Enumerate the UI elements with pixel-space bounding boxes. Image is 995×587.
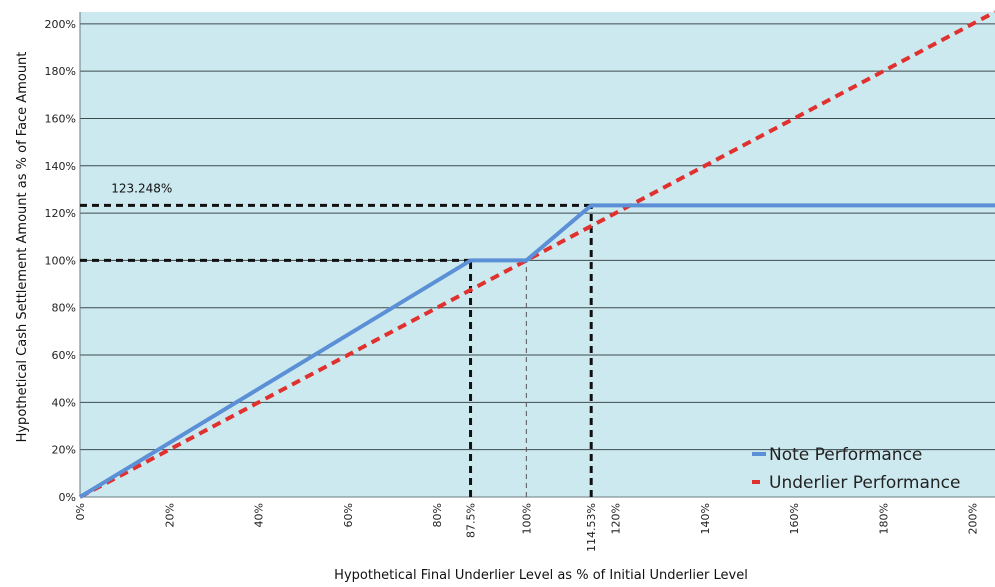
annotation-label: 123.248%: [111, 181, 172, 195]
series-lines: [78, 10, 995, 499]
y-tick-label: 140%: [45, 160, 76, 173]
series-line-note: [78, 203, 995, 499]
reference-lines: [80, 203, 593, 497]
annotations: 123.248%: [111, 181, 172, 195]
x-tick-label: 200%: [967, 503, 980, 534]
legend-label-note: Note Performance: [769, 445, 922, 465]
x-tick-label: 80%: [431, 503, 444, 527]
x-tick-label: 140%: [699, 503, 712, 534]
series-line-underlier: [79, 10, 995, 499]
x-axis-title: Hypothetical Final Underlier Level as % …: [334, 568, 748, 583]
y-tick-label: 80%: [52, 302, 76, 315]
y-axis-ticks: 0% 20% 40% 60% 80% 100% 120% 140% 160% 180% 200%: [45, 18, 76, 504]
y-tick-label: 60%: [52, 349, 76, 362]
x-tick-label: 87.5%: [465, 503, 478, 538]
y-tick-label: 100%: [45, 254, 76, 267]
y-tick-label: 180%: [45, 65, 76, 78]
y-tick-label: 20%: [52, 444, 76, 457]
x-tick-label: 100%: [520, 503, 533, 534]
x-tick-label: 0%: [74, 503, 87, 520]
x-axis-ticks: 0% 20% 40% 60% 80% 87.5% 100% 114.53% 120% 140% 16…: [74, 503, 980, 552]
legend: Note Performance Underlier Performance: [752, 445, 960, 493]
x-tick-label: 40%: [253, 503, 266, 527]
y-tick-label: 160%: [45, 112, 76, 125]
y-axis-title: Hypothetical Cash Settlement Amount as %…: [15, 52, 30, 443]
y-tick-label: 40%: [52, 396, 76, 409]
y-tick-label: 200%: [45, 18, 76, 31]
x-tick-label: 60%: [342, 503, 355, 527]
x-tick-label: 114.53%: [585, 503, 598, 552]
y-tick-label: 120%: [45, 207, 76, 220]
x-tick-label: 120%: [610, 503, 623, 534]
legend-label-underlier: Underlier Performance: [769, 473, 960, 493]
x-tick-label: 160%: [788, 503, 801, 534]
x-tick-label: 180%: [877, 503, 890, 534]
x-tick-label: 20%: [163, 503, 176, 527]
y-tick-label: 0%: [59, 491, 76, 504]
